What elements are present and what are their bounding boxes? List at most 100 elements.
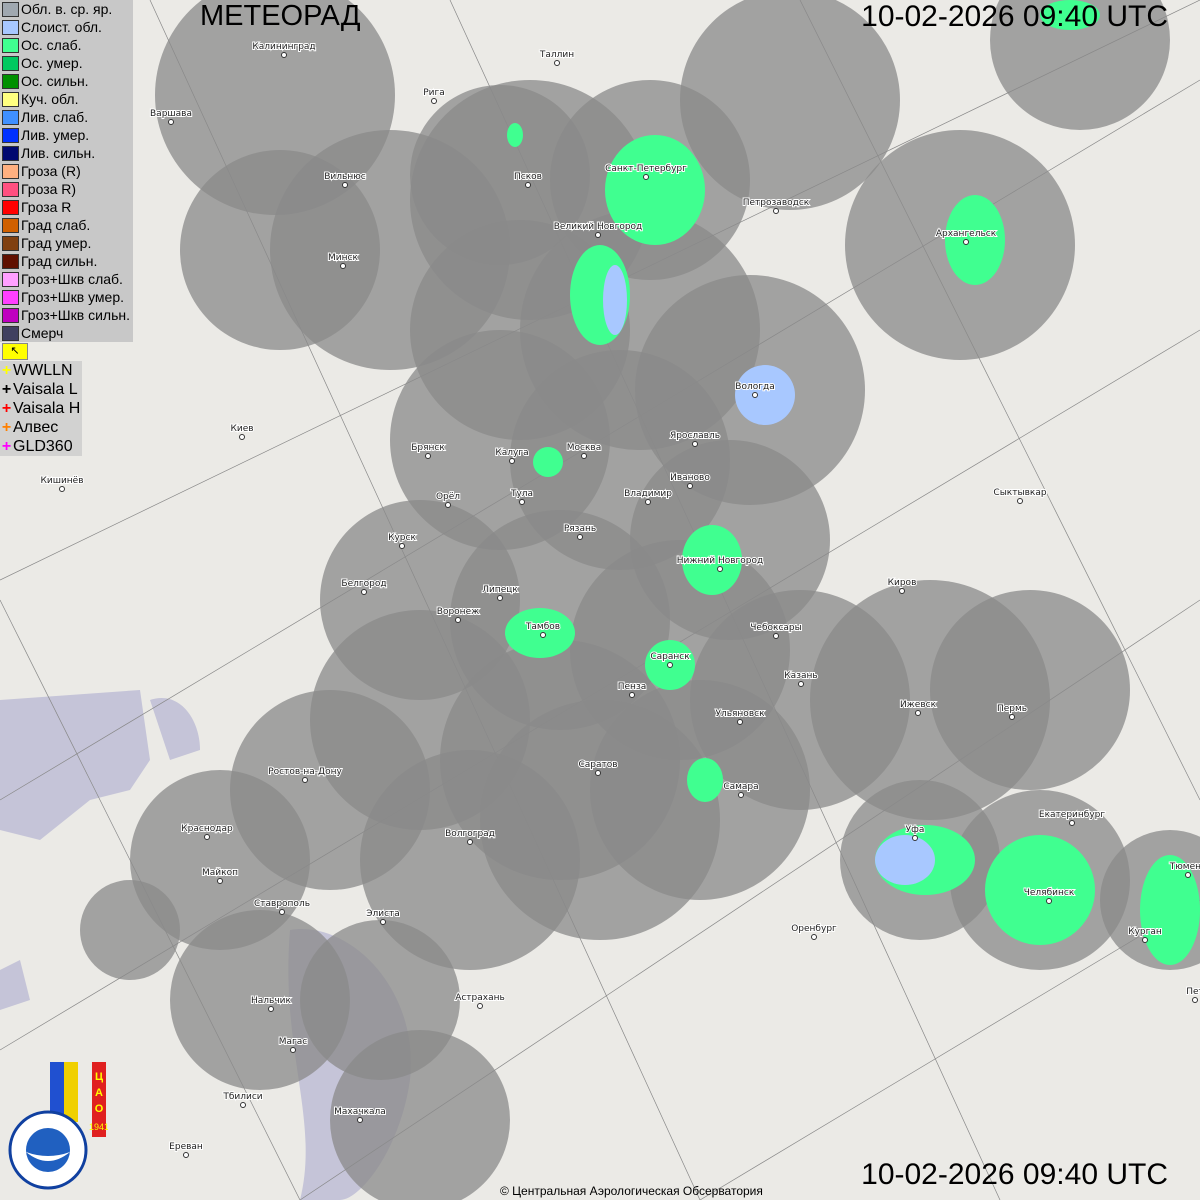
legend-label: Гроза R (21, 199, 72, 215)
precip-area (1040, 0, 1100, 30)
city-label: Воронеж (437, 607, 479, 617)
city-label: Самара (723, 782, 758, 792)
legend-item: Куч. обл. (0, 90, 133, 108)
city-label: Екатеринбург (1039, 810, 1105, 820)
city-marker (1142, 937, 1148, 943)
lightning-cross-icon: + (1, 380, 12, 398)
legend-swatch (2, 37, 19, 53)
legend-swatch (2, 127, 19, 143)
city-label: Липецк (482, 585, 518, 595)
precip-area (603, 265, 627, 335)
lightning-item: + WWLLN (0, 361, 82, 380)
roshydromet-logo: Ц А О 1941 (8, 1062, 108, 1190)
city-label: Нальчик (251, 996, 292, 1006)
city-label: Ярославль (670, 431, 720, 441)
legend-label: Град умер. (21, 235, 92, 251)
city-label: Магас (279, 1037, 308, 1047)
precip-area (687, 758, 723, 802)
city-marker (477, 1003, 483, 1009)
city-label: Тбилиси (222, 1092, 262, 1102)
legend-swatch (2, 55, 19, 71)
city-label: Рязань (564, 524, 596, 534)
legend-swatch (2, 19, 19, 35)
legend-label: Лив. умер. (21, 127, 90, 143)
radar-circle (930, 590, 1130, 790)
legend-label: Лив. сильн. (21, 145, 96, 161)
radar-circle (180, 150, 380, 350)
city-label: Белгород (341, 579, 386, 589)
legend-swatch (2, 253, 19, 269)
city-label: Ростов-на-Дону (268, 767, 342, 777)
city-label: Волгоград (445, 829, 495, 839)
city-marker (290, 1047, 296, 1053)
city-marker (59, 486, 65, 492)
city-marker (595, 232, 601, 238)
city-label: Рига (423, 88, 445, 98)
city-label: Тамбов (525, 622, 560, 632)
legend-item: Ос. сильн. (0, 72, 133, 90)
city-marker (667, 662, 673, 668)
lightning-cross-icon: + (1, 361, 12, 379)
legend-label: Гроз+Шкв слаб. (21, 271, 123, 287)
legend-label: Гроз+Шкв сильн. (21, 307, 130, 323)
city-label: Владимир (624, 489, 672, 499)
legend-item: Лив. умер. (0, 126, 133, 144)
legend-swatch (2, 199, 19, 215)
legend-swatch (2, 307, 19, 323)
city-marker (645, 499, 651, 505)
legend-swatch (2, 217, 19, 233)
city-label: Челябинск (1024, 888, 1075, 898)
city-label: Киров (888, 578, 917, 588)
legend-swatch (2, 73, 19, 89)
legend-label: Гроза (R) (21, 163, 81, 179)
city-marker (1017, 498, 1023, 504)
city-label: Калининград (252, 42, 315, 52)
legend-label: Куч. обл. (21, 91, 79, 107)
legend-label: Ос. сильн. (21, 73, 89, 89)
city-marker (963, 239, 969, 245)
city-label: Уфа (906, 825, 925, 835)
city-marker (467, 839, 473, 845)
city-marker (581, 453, 587, 459)
precip-area (1140, 855, 1200, 965)
legend-swatch (2, 109, 19, 125)
legend-swatch (2, 325, 19, 341)
city-marker (445, 502, 451, 508)
legend-swatch (2, 1, 19, 17)
city-marker (455, 617, 461, 623)
legend-item: Град сильн. (0, 252, 133, 270)
legend-label: Град сильн. (21, 253, 98, 269)
city-label: Орёл (436, 492, 460, 502)
radar-circle (170, 910, 350, 1090)
city-marker (773, 208, 779, 214)
legend-item: Гроз+Шкв слаб. (0, 270, 133, 288)
legend-item: Гроза R) (0, 180, 133, 198)
legend-label: Слоист. обл. (21, 19, 102, 35)
lightning-item: + Vaisala H (0, 399, 82, 418)
city-label: Элиста (366, 909, 400, 919)
radar-circle (680, 0, 900, 210)
lightning-label: Vaisala L (13, 380, 78, 398)
city-marker (1069, 820, 1075, 826)
legend-label: Град слаб. (21, 217, 91, 233)
city-label: Архангельск (936, 229, 997, 239)
city-label: Варшава (150, 109, 192, 119)
city-marker (425, 453, 431, 459)
lightning-cross-icon: + (1, 399, 12, 417)
svg-text:1941: 1941 (89, 1122, 108, 1132)
city-marker (687, 483, 693, 489)
lightning-item: + Vaisala L (0, 380, 82, 399)
city-label: Вильнюс (324, 172, 366, 182)
lightning-toggle-icon[interactable]: ↖ (2, 343, 28, 360)
city-label: Сыктывкар (993, 488, 1046, 498)
city-label: Саратов (578, 760, 617, 770)
city-marker (340, 263, 346, 269)
city-marker (399, 543, 405, 549)
city-marker (1192, 997, 1198, 1003)
legend-item: Обл. в. ср. яр. (0, 0, 133, 18)
city-marker (525, 182, 531, 188)
city-marker (692, 441, 698, 447)
legend-item: Гроз+Шкв умер. (0, 288, 133, 306)
city-marker (540, 632, 546, 638)
